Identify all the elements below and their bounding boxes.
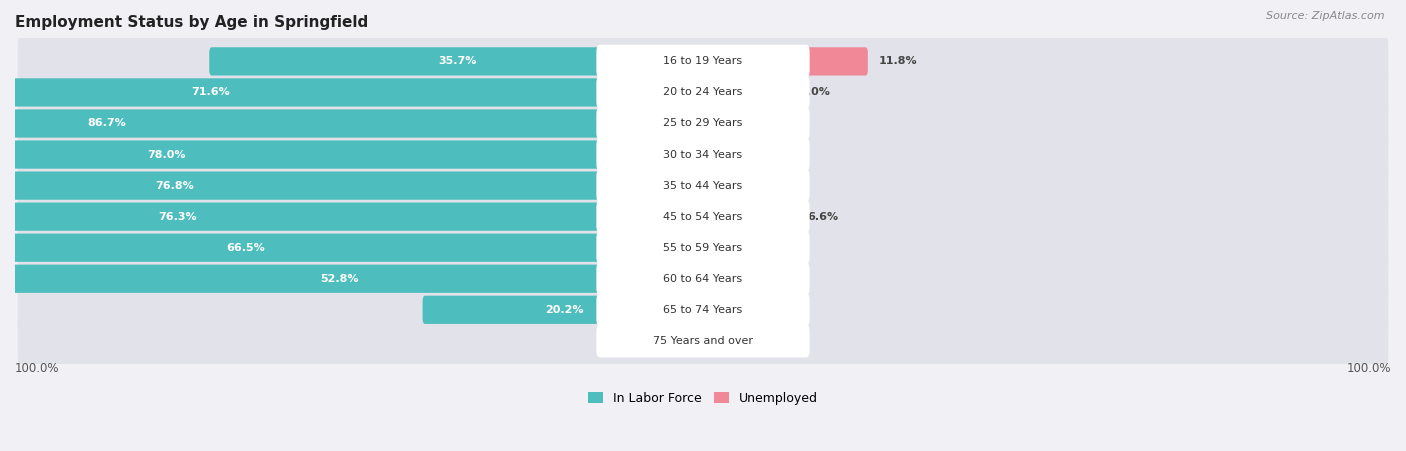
FancyBboxPatch shape (18, 315, 1388, 366)
FancyBboxPatch shape (0, 110, 706, 138)
Text: 3.9%: 3.9% (770, 180, 801, 191)
Text: 55 to 59 Years: 55 to 59 Years (664, 243, 742, 253)
Text: 25 to 29 Years: 25 to 29 Years (664, 119, 742, 129)
FancyBboxPatch shape (700, 265, 744, 293)
FancyBboxPatch shape (0, 234, 706, 262)
FancyBboxPatch shape (18, 98, 1388, 149)
FancyBboxPatch shape (596, 45, 810, 78)
Text: 76.3%: 76.3% (159, 212, 197, 221)
FancyBboxPatch shape (700, 234, 744, 262)
Text: 76.8%: 76.8% (155, 180, 194, 191)
Text: 16 to 19 Years: 16 to 19 Years (664, 56, 742, 66)
Text: 100.0%: 100.0% (1347, 362, 1391, 375)
Text: 60 to 64 Years: 60 to 64 Years (664, 274, 742, 284)
Text: 11.8%: 11.8% (879, 56, 918, 66)
FancyBboxPatch shape (700, 47, 868, 75)
Text: 1.6%: 1.6% (738, 336, 769, 346)
Text: 45 to 54 Years: 45 to 54 Years (664, 212, 742, 221)
FancyBboxPatch shape (596, 76, 810, 109)
Text: 20.2%: 20.2% (544, 305, 583, 315)
FancyBboxPatch shape (18, 191, 1388, 242)
Text: 2.8%: 2.8% (755, 243, 786, 253)
Text: 66.5%: 66.5% (226, 243, 264, 253)
Text: Employment Status by Age in Springfield: Employment Status by Age in Springfield (15, 15, 368, 30)
Legend: In Labor Force, Unemployed: In Labor Force, Unemployed (583, 387, 823, 410)
Text: 35 to 44 Years: 35 to 44 Years (664, 180, 742, 191)
FancyBboxPatch shape (0, 140, 706, 169)
Text: 86.7%: 86.7% (87, 119, 127, 129)
FancyBboxPatch shape (0, 171, 706, 200)
FancyBboxPatch shape (209, 47, 706, 75)
FancyBboxPatch shape (700, 140, 741, 169)
Text: 20 to 24 Years: 20 to 24 Years (664, 87, 742, 97)
FancyBboxPatch shape (18, 284, 1388, 336)
Text: 78.0%: 78.0% (148, 150, 186, 160)
Text: 6.0%: 6.0% (800, 87, 830, 97)
FancyBboxPatch shape (596, 107, 810, 140)
Text: 52.8%: 52.8% (321, 274, 359, 284)
Text: 2.2%: 2.2% (747, 305, 778, 315)
Text: 4.1%: 4.1% (773, 119, 804, 129)
FancyBboxPatch shape (0, 265, 706, 293)
Text: 30 to 34 Years: 30 to 34 Years (664, 150, 742, 160)
FancyBboxPatch shape (596, 200, 810, 233)
FancyBboxPatch shape (700, 171, 759, 200)
Text: 2.8%: 2.8% (755, 274, 786, 284)
Text: 100.0%: 100.0% (15, 362, 59, 375)
FancyBboxPatch shape (700, 296, 735, 324)
FancyBboxPatch shape (700, 202, 796, 231)
FancyBboxPatch shape (596, 293, 810, 327)
FancyBboxPatch shape (0, 202, 706, 231)
FancyBboxPatch shape (423, 296, 706, 324)
FancyBboxPatch shape (18, 253, 1388, 304)
FancyBboxPatch shape (624, 327, 706, 355)
Text: 65 to 74 Years: 65 to 74 Years (664, 305, 742, 315)
Text: 6.6%: 6.6% (807, 212, 839, 221)
Text: 35.7%: 35.7% (439, 56, 477, 66)
FancyBboxPatch shape (18, 36, 1388, 87)
FancyBboxPatch shape (0, 78, 706, 106)
FancyBboxPatch shape (596, 138, 810, 171)
FancyBboxPatch shape (596, 169, 810, 202)
FancyBboxPatch shape (18, 160, 1388, 211)
FancyBboxPatch shape (18, 67, 1388, 118)
FancyBboxPatch shape (700, 78, 787, 106)
Text: 2.6%: 2.6% (752, 150, 783, 160)
FancyBboxPatch shape (596, 262, 810, 295)
Text: Source: ZipAtlas.com: Source: ZipAtlas.com (1267, 11, 1385, 21)
Text: 5.5%: 5.5% (650, 336, 681, 346)
Text: 71.6%: 71.6% (191, 87, 229, 97)
FancyBboxPatch shape (18, 129, 1388, 180)
FancyBboxPatch shape (700, 327, 727, 355)
FancyBboxPatch shape (700, 110, 762, 138)
Text: 75 Years and over: 75 Years and over (652, 336, 754, 346)
FancyBboxPatch shape (596, 324, 810, 358)
FancyBboxPatch shape (596, 231, 810, 264)
FancyBboxPatch shape (18, 222, 1388, 273)
